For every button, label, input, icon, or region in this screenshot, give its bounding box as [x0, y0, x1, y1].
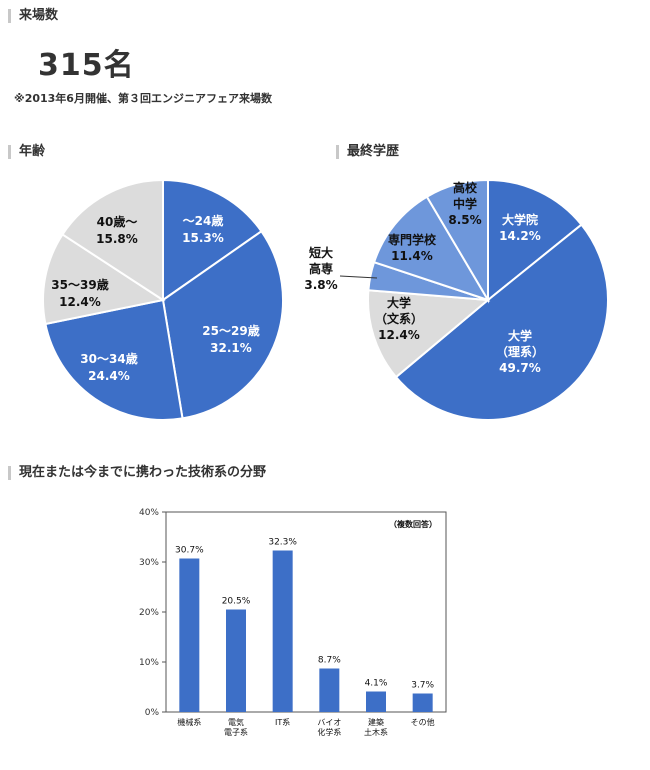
y-tick-label: 40%	[139, 508, 159, 518]
education-pie-chart: 大学院 14.2% 大学（理系） 49.7% 大学（文系） 12.4% 短大高専 3.8% 専門…	[304, 178, 609, 421]
age-pie-label: 30～34歳 24.4%	[80, 351, 137, 383]
education-leader-line	[339, 275, 378, 279]
education-pie-label: 大学（理系） 49.7%	[496, 328, 544, 375]
age-pie-slice	[42, 233, 166, 326]
bar	[179, 558, 200, 712]
y-tick-label: 0%	[145, 708, 160, 718]
age-pie-slice	[44, 298, 184, 421]
education-pie-slice	[394, 223, 609, 421]
bar-value-label: 30.7%	[175, 546, 204, 556]
education-section-title: 最終学歴	[336, 145, 399, 159]
education-pie-label: 専門学校 11.4%	[388, 232, 437, 263]
y-tick-label: 30%	[139, 558, 159, 568]
age-pie-label: 40歳～ 15.8%	[96, 214, 138, 246]
tech-section-title: 現在または今までに携わった技術系の分野	[8, 466, 266, 480]
attendance-section-title: 来場数	[8, 9, 58, 23]
education-pie-slice	[425, 178, 489, 304]
age-pie-slice	[162, 178, 263, 302]
bar-plot-frame	[165, 511, 447, 713]
x-category-label: 電気電子系	[224, 717, 248, 737]
bar	[319, 668, 340, 712]
education-pie-label: 大学（文系） 12.4%	[375, 295, 423, 342]
age-pie-label: 35～39歳 12.4%	[51, 277, 108, 309]
age-pie-label: 25～29歳 32.1%	[202, 323, 259, 355]
education-pie-slice	[367, 289, 491, 379]
bar	[412, 693, 433, 712]
age-pie-slice	[61, 178, 164, 302]
x-category-label: 建築土木系	[364, 717, 388, 737]
education-pie-label: 高校中学 8.5%	[448, 180, 481, 227]
tech-bar-chart: 0% 10% 20% 30% 40% （複数回答） 30.7% 機械系 20.5% 電気電子系 32…	[139, 508, 447, 737]
x-category-label: IT系	[275, 717, 290, 727]
y-tick-label: 20%	[139, 608, 159, 618]
bar	[272, 550, 293, 712]
y-tick-label: 10%	[139, 658, 159, 668]
bar-value-label: 20.5%	[222, 597, 251, 607]
bar-value-label: 8.7%	[318, 656, 341, 666]
education-pie-label: 大学院 14.2%	[499, 212, 541, 243]
age-pie-label: ～24歳 15.3%	[182, 213, 224, 245]
x-category-label: 機械系	[177, 717, 201, 727]
education-pie-label: 短大高専 3.8%	[304, 245, 337, 292]
bar-annotation: （複数回答）	[389, 519, 437, 529]
bar	[226, 609, 246, 712]
bar	[366, 691, 386, 712]
bar-value-label: 32.3%	[268, 538, 297, 548]
bar-value-label: 3.7%	[411, 681, 434, 691]
bar-value-label: 4.1%	[365, 679, 388, 689]
x-category-label: その他	[411, 717, 435, 727]
age-pie-slice	[161, 229, 284, 420]
education-pie-slice	[487, 178, 583, 303]
attendance-note: ※2013年6月開催、第３回エンジニアフェア来場数	[14, 92, 272, 105]
x-category-label: バイオ化学系	[317, 718, 341, 737]
attendance-count: 315名	[38, 48, 135, 83]
age-section-title: 年齢	[8, 145, 45, 159]
age-pie-chart: ～24歳 15.3% 25～29歳 32.1% 30～34歳 24.4% 35～39歳 12.…	[42, 178, 284, 421]
education-pie-slice	[372, 195, 491, 302]
